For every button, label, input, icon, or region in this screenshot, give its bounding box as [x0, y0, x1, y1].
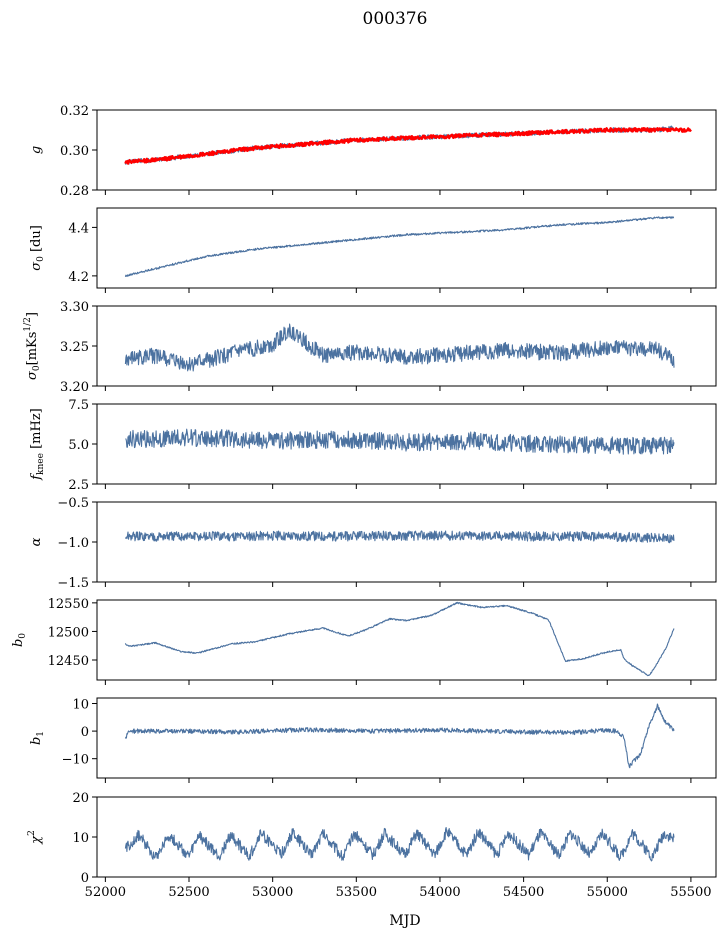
y-tick-label: 0: [81, 871, 89, 886]
panels: 0.28 0.30 0.32 g 4.2 4.4 σ0 [du] 3.20 3.25 3.30 σ0…: [11, 104, 717, 900]
y-tick-label: 10: [72, 698, 89, 713]
y-tick-label: 4.2: [68, 270, 89, 285]
panel-4: 2.5 5.0 7.5: [68, 398, 717, 493]
panel-1: 0.28 0.30 0.32: [60, 104, 717, 199]
y-tick-label: 2.5: [68, 478, 89, 493]
y-tick-label: 4.4: [68, 221, 89, 236]
y-tick-label: 10: [72, 831, 89, 846]
panel-5: −1.5 −1.0 −0.5: [57, 496, 717, 591]
figure-title: 000376: [363, 9, 428, 29]
y-tick-label: −10: [62, 753, 89, 768]
data-series-line: [124, 323, 675, 372]
data-series-line: [125, 428, 675, 455]
y-axis-label: g: [29, 146, 44, 154]
y-tick-label: 5.0: [68, 438, 89, 453]
y-tick-label: 0: [81, 725, 89, 740]
panel-3: 3.20 3.25 3.30: [60, 300, 717, 395]
data-series-line: [124, 530, 675, 544]
y-tick-label: 7.5: [68, 398, 89, 413]
plot-frame: [96, 697, 717, 779]
x-tick-label: 53000: [252, 885, 293, 900]
panel-7: −10 0 10: [62, 697, 717, 783]
x-tick-label: 55500: [670, 885, 711, 900]
plot-frame: [96, 599, 717, 681]
y-tick-label: −1.0: [57, 536, 89, 551]
x-axis-label: MJD: [389, 913, 420, 929]
y-axis-label: b0: [11, 633, 28, 647]
y-tick-label: 3.30: [60, 300, 89, 315]
y-tick-label: 0.32: [60, 104, 89, 119]
y-axis-label: σ0 [du]: [29, 225, 46, 271]
data-series-line: [124, 216, 675, 277]
y-axis-label: σ0[mKs1/2]: [23, 312, 42, 380]
y-tick-label: 12500: [48, 625, 89, 640]
panel-6: 12450 12500 12550: [48, 597, 717, 685]
data-series-line: [124, 703, 675, 769]
plot-frame: [96, 501, 717, 583]
data-series-line: [124, 826, 675, 862]
y-tick-label: 12450: [48, 654, 89, 669]
y-tick-label: 0.28: [60, 184, 89, 199]
data-series-line: [124, 127, 692, 165]
y-axis-label: fknee [mHz]: [29, 408, 46, 481]
x-tick-label: 52500: [168, 885, 209, 900]
y-tick-label: 0.30: [60, 144, 89, 159]
y-axis-label: χ2: [27, 830, 44, 845]
plot-frame: [96, 109, 717, 191]
plot-frame: [96, 796, 717, 878]
y-tick-label: 3.25: [60, 340, 89, 355]
y-tick-label: −1.5: [57, 576, 89, 591]
y-tick-label: 12550: [48, 597, 89, 612]
x-tick-label: 54000: [419, 885, 460, 900]
y-axis-label: α: [29, 537, 44, 546]
panel-8: 0 10 20 52000 52500 53000 53500 54000 54500 55000…: [72, 791, 717, 900]
data-series-line: [124, 601, 675, 677]
x-tick-label: 53500: [336, 885, 377, 900]
plot-frame: [96, 207, 717, 289]
y-tick-label: 3.20: [60, 380, 89, 395]
x-tick-label: 52000: [85, 885, 126, 900]
x-tick-label: 55000: [587, 885, 628, 900]
x-tick-label: 54500: [503, 885, 544, 900]
y-axis-label: b1: [29, 731, 46, 745]
y-tick-label: 20: [72, 791, 89, 806]
y-tick-label: −0.5: [57, 496, 89, 511]
panel-2: 4.2 4.4: [68, 207, 717, 293]
